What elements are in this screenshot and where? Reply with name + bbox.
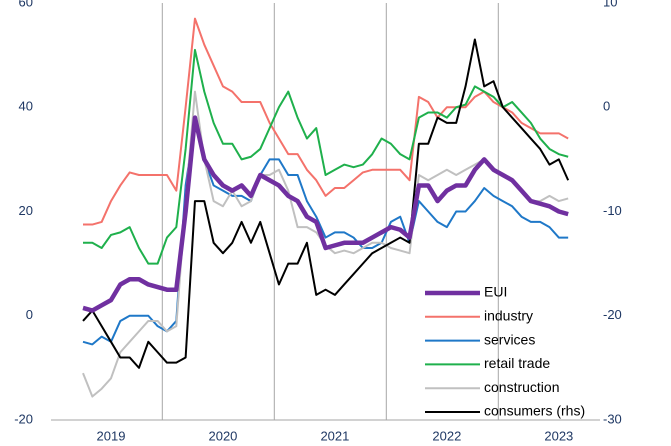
y-tick-label: -20 [14, 411, 33, 426]
x-tick-label: 2020 [208, 428, 237, 443]
y-tick-label: 60 [19, 0, 33, 9]
x-tick-label: 2021 [320, 428, 349, 443]
legend-label: EUI [484, 284, 507, 300]
legend-label: services [484, 331, 535, 347]
x-tick-label: 2019 [97, 428, 126, 443]
series-line [83, 48, 569, 265]
legend-label: construction [484, 379, 559, 395]
y-tick-label: 40 [19, 99, 33, 114]
x-tick-label: 2022 [432, 428, 461, 443]
year-separators [161, 3, 499, 420]
y2-tick-label: -10 [603, 203, 622, 218]
y2-tick-label: -30 [603, 411, 622, 426]
series-line [82, 38, 570, 369]
y2-tick-label: 0 [603, 99, 610, 114]
y2-tick-label: -20 [603, 307, 622, 322]
series-line [83, 17, 569, 226]
series-line [82, 121, 569, 346]
x-tick-label: 2023 [544, 428, 573, 443]
y2-tick-label: 10 [603, 0, 617, 9]
series-line [82, 115, 569, 313]
legend-label: industry [484, 308, 533, 324]
legend-label: consumers (rhs) [484, 403, 585, 419]
y-tick-label: 20 [19, 203, 33, 218]
y-tick-label: 0 [26, 307, 33, 322]
legend-label: retail trade [484, 355, 550, 371]
